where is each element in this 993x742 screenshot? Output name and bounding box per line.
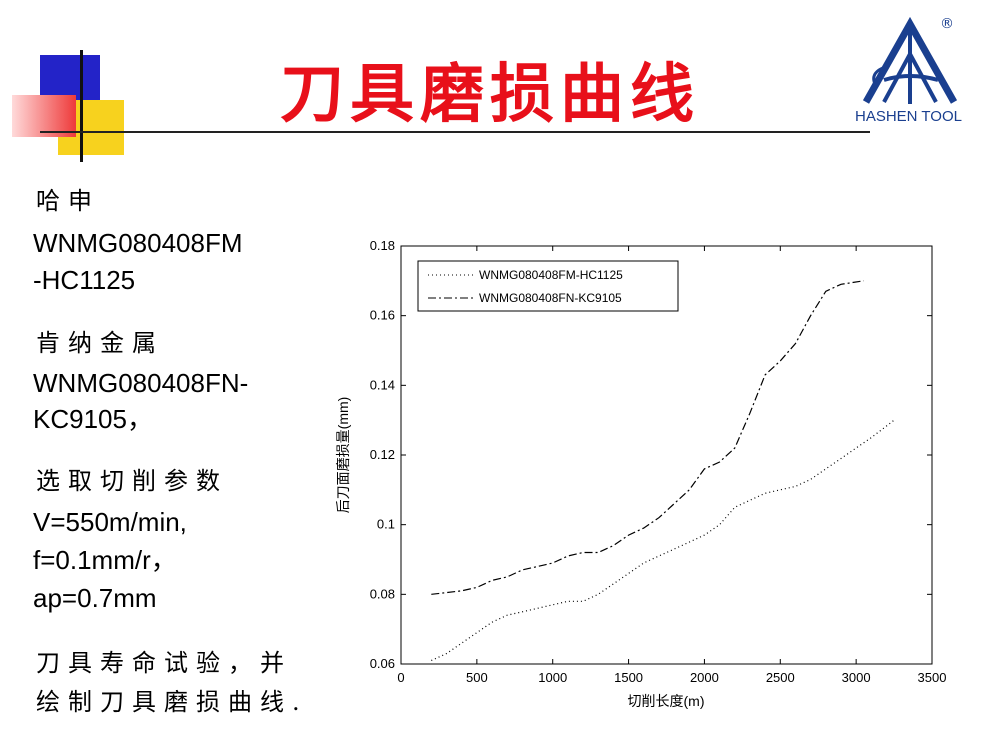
y-tick-label: 0.18 — [370, 238, 395, 253]
legend: WNMG080408FM-HC1125 WNMG080408FN-KC9105 — [417, 260, 679, 312]
text-line-6: KC9105， — [33, 404, 153, 434]
x-tick-label: 3000 — [842, 670, 871, 685]
series-line-hc1125 — [431, 419, 895, 662]
series-line-kc9105 — [431, 280, 864, 595]
legend-box — [417, 260, 679, 312]
title-rule — [40, 131, 870, 133]
y-tick-label: 0.08 — [370, 586, 395, 601]
x-axis: 0 500 1000 1500 2000 2500 3000 3500 — [397, 246, 946, 685]
y-axis: 0.06 0.08 0.1 0.12 0.14 0.16 0.18 — [370, 238, 932, 671]
registered-mark: ® — [940, 16, 954, 32]
legend-label-kc9105: WNMG080408FN-KC9105 — [479, 291, 622, 305]
text-line-7: 选取切削参数 — [36, 467, 228, 495]
x-axis-label: 切削长度(m) — [628, 693, 705, 709]
x-tick-label: 1000 — [538, 670, 567, 685]
wear-curve-chart: 0.06 0.08 0.1 0.12 0.14 0.16 0.18 0 500 1000 1500… — [335, 238, 946, 709]
text-line-3: -HC1125 — [33, 265, 136, 295]
text-line-11: 刀具寿命试验，并 — [36, 649, 292, 677]
text-line-1: 哈申 — [36, 187, 100, 215]
y-axis-label: 后刀面磨损量(mm) — [335, 397, 351, 514]
text-line-2: WNMG080408FM — [33, 228, 243, 258]
y-tick-label: 0.16 — [370, 308, 395, 323]
x-tick-label: 2000 — [690, 670, 719, 685]
legend-label-hc1125: WNMG080408FM-HC1125 — [479, 268, 623, 282]
slide-title: 刀具磨损曲线 — [280, 57, 700, 132]
y-tick-label: 0.14 — [370, 377, 395, 392]
text-line-9: f=0.1mm/r， — [33, 545, 177, 575]
hashen-logo-icon — [862, 16, 958, 104]
x-tick-label: 500 — [466, 670, 488, 685]
y-tick-label: 0.1 — [377, 517, 395, 532]
x-tick-label: 2500 — [766, 670, 795, 685]
deco-red-square — [12, 95, 76, 137]
y-tick-label: 0.06 — [370, 656, 395, 671]
logo-text: HASHEN TOOL — [855, 108, 962, 125]
y-tick-label: 0.12 — [370, 447, 395, 462]
text-line-4: 肯纳金属 — [36, 329, 164, 357]
series-lines — [431, 280, 895, 662]
x-tick-label: 3500 — [918, 670, 947, 685]
text-line-5: WNMG080408FN- — [33, 368, 249, 398]
text-line-8: V=550m/min, — [33, 507, 187, 537]
text-line-12: 绘制刀具磨损曲线. — [36, 688, 308, 716]
deco-vertical-line — [80, 50, 83, 162]
text-line-10: ap=0.7mm — [33, 583, 157, 613]
x-tick-label: 1500 — [614, 670, 643, 685]
x-tick-label: 0 — [397, 670, 404, 685]
